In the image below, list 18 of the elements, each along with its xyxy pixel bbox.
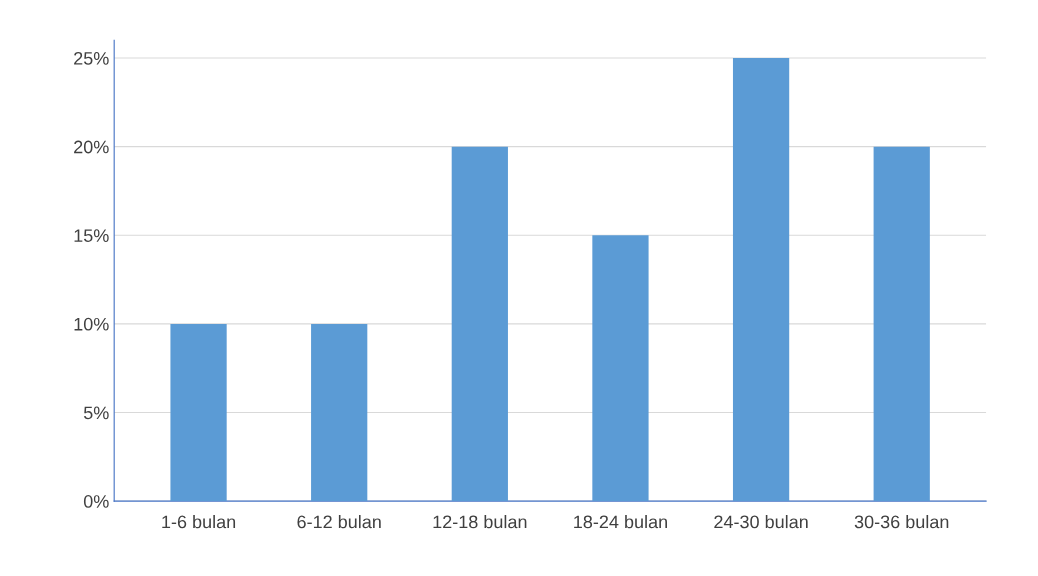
x-tick-label: 12-18 bulan <box>433 515 527 529</box>
bar <box>873 146 930 502</box>
y-tick-label: 10% <box>74 317 109 331</box>
x-tick-label: 30-36 bulan <box>854 515 949 529</box>
bar <box>451 146 508 502</box>
x-tick-label: 24-30 bulan <box>714 515 808 529</box>
bar <box>311 323 368 502</box>
y-tick-label: 5% <box>83 406 109 420</box>
bar <box>732 58 790 502</box>
y-tick-label: 20% <box>74 140 109 154</box>
bar <box>170 323 227 502</box>
x-tick-label: 18-24 bulan <box>574 515 667 529</box>
x-tick-label: 6-12 bulan <box>297 515 381 529</box>
bar <box>592 235 649 502</box>
y-tick-label: 25% <box>74 51 109 65</box>
x-tick-label: 1-6 bulan <box>162 515 236 529</box>
y-tick-label: 15% <box>74 229 109 242</box>
y-tick-label: 0% <box>83 495 109 508</box>
